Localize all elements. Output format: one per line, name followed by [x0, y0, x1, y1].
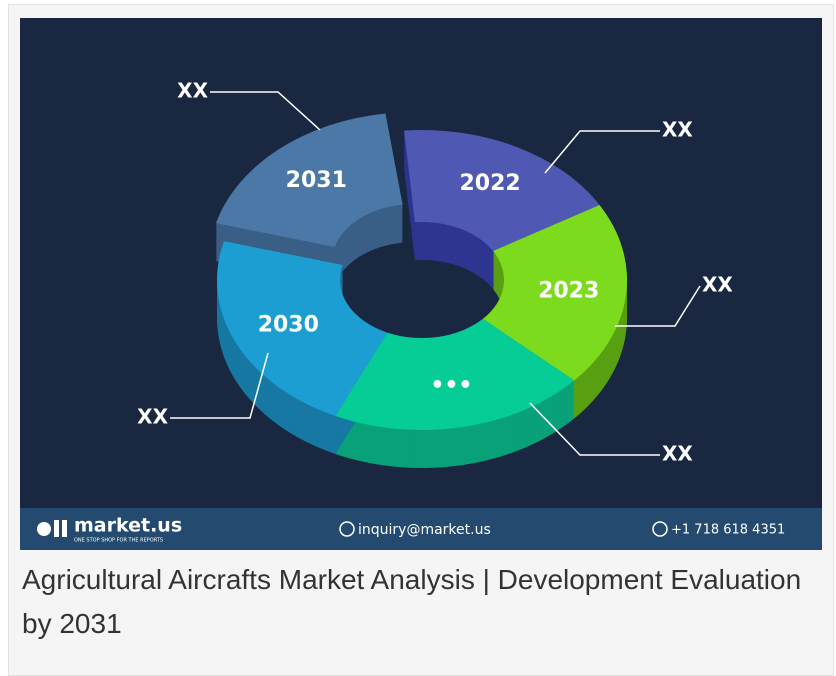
mail-icon — [339, 521, 355, 537]
phone: +1 718 618 4351 — [671, 523, 785, 538]
brand: market.us — [74, 515, 182, 537]
segment-label: 2023 — [538, 278, 599, 303]
donut — [215, 113, 627, 468]
logo-icon — [54, 520, 59, 537]
infographic: market.us ONE STOP SHOP FOR THE REPORTS … — [20, 18, 822, 550]
phone-icon — [652, 521, 668, 537]
callout-label: XX — [702, 273, 733, 297]
segment — [482, 205, 627, 381]
footer-bar — [20, 508, 822, 550]
email: inquiry@market.us — [358, 522, 491, 538]
callout-lines — [170, 91, 701, 456]
segment-label: 2030 — [258, 313, 319, 338]
segment — [216, 241, 388, 416]
segment — [335, 318, 575, 431]
segment-label: ••• — [430, 373, 472, 398]
logo-icon — [62, 520, 67, 537]
segment-label: 2031 — [286, 168, 347, 193]
logo-icon — [37, 522, 51, 536]
callout-label: XX — [177, 79, 208, 103]
segment-label: 2022 — [459, 171, 520, 196]
callout-label: XX — [137, 405, 168, 429]
segment — [404, 130, 600, 251]
segment — [215, 113, 403, 247]
callout-label: XX — [662, 442, 693, 466]
tagline: ONE STOP SHOP FOR THE REPORTS — [74, 538, 163, 544]
caption: Agricultural Aircrafts Market Analysis |… — [22, 564, 802, 639]
callout-label: XX — [662, 118, 693, 142]
